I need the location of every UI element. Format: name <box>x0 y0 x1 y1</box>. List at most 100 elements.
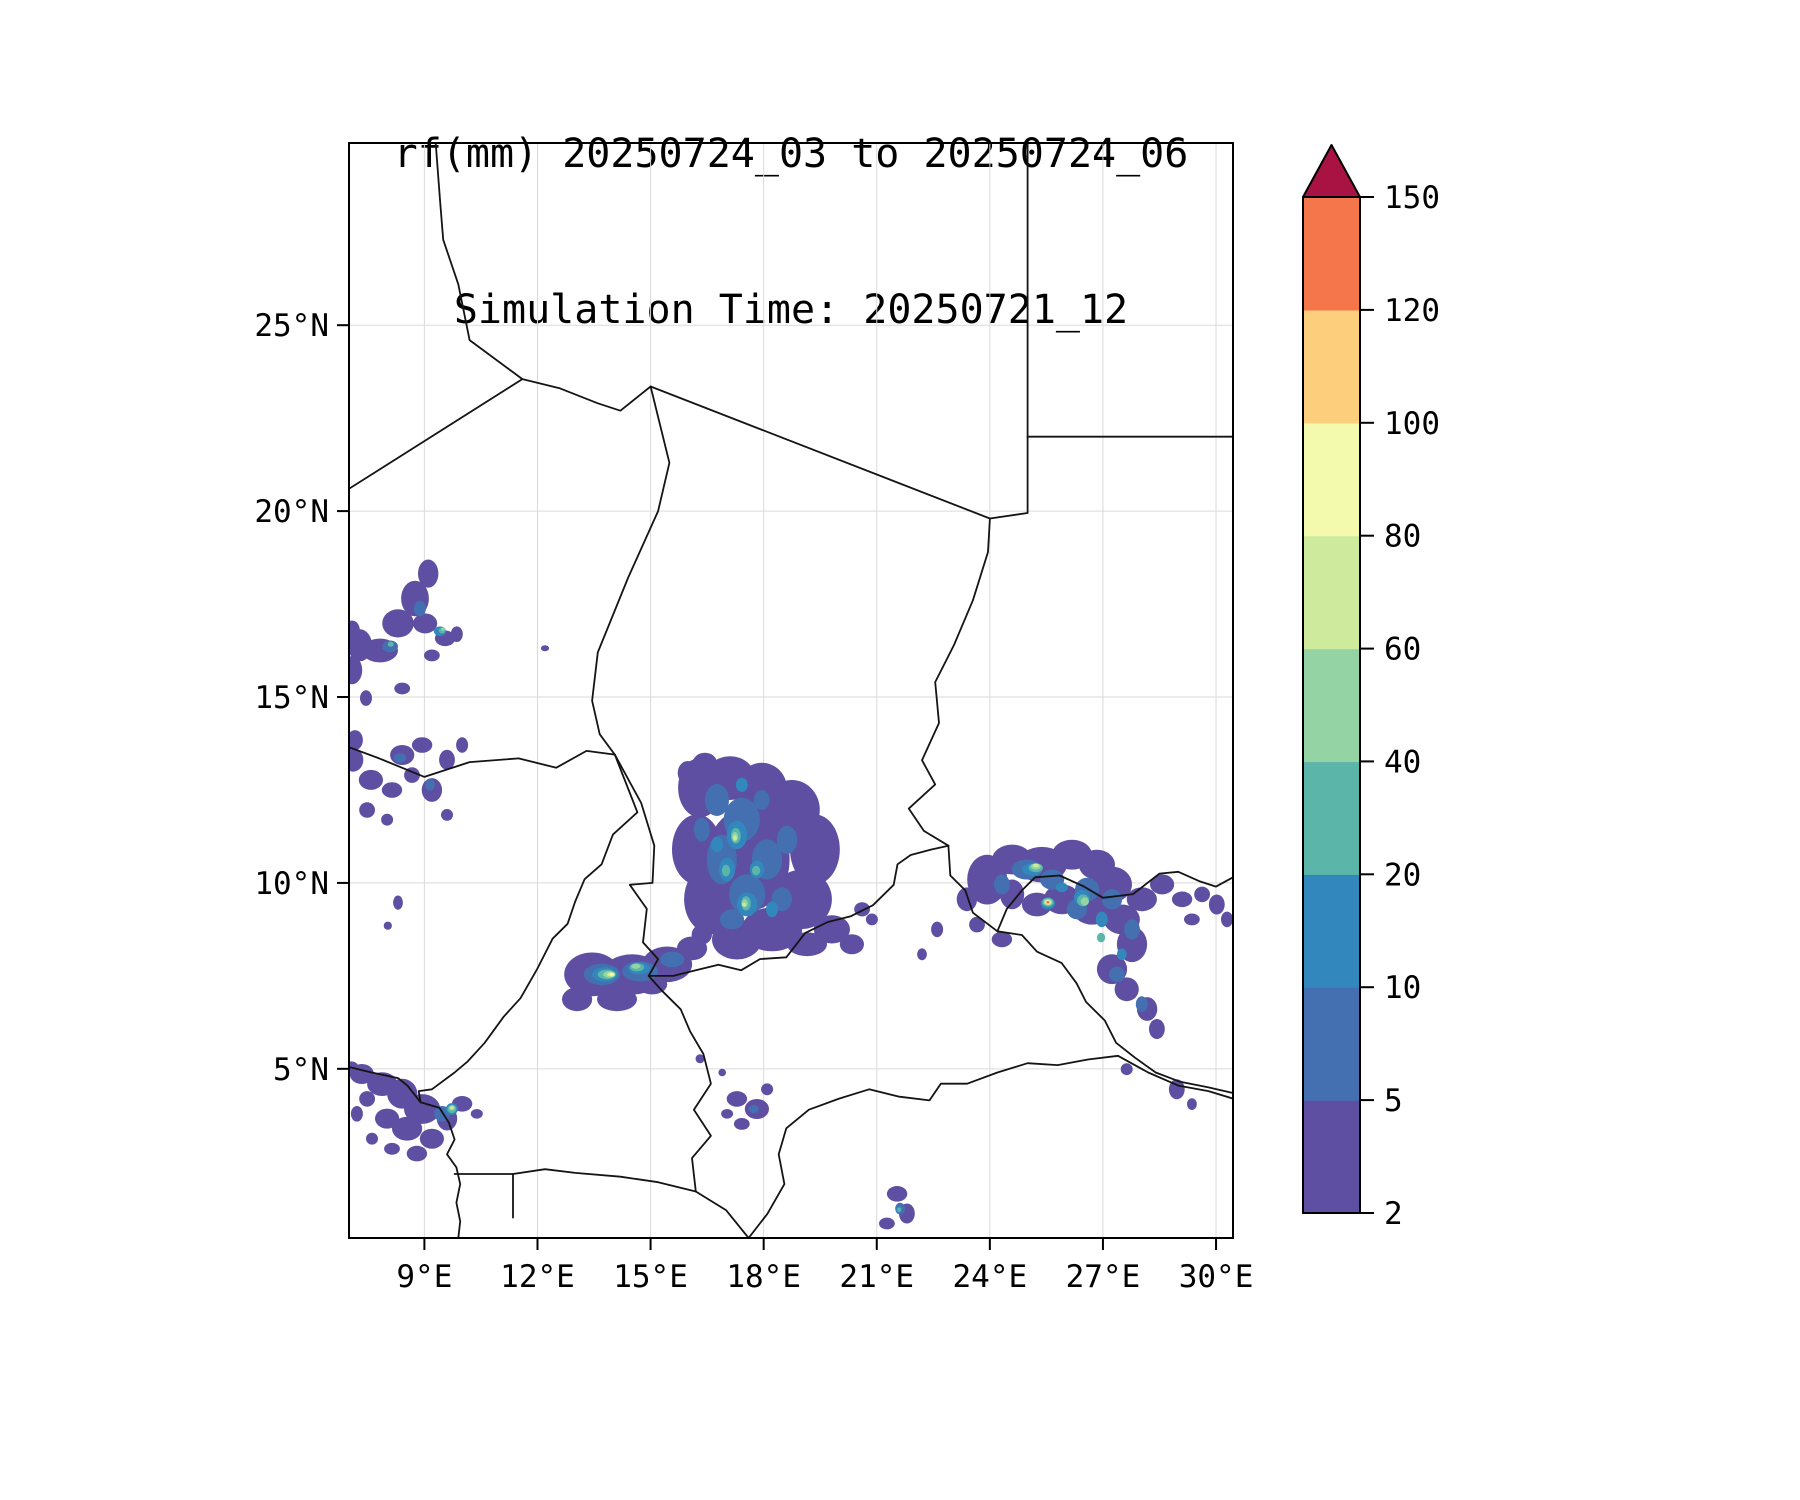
rain-cell <box>562 987 593 1012</box>
border-line <box>694 1190 750 1238</box>
rain-cell <box>366 1132 378 1145</box>
rain-cell <box>1055 882 1068 893</box>
rain-cell <box>375 1108 400 1129</box>
x-tick-label: 18°E <box>726 1259 801 1295</box>
x-tick-label: 24°E <box>953 1259 1028 1295</box>
rain-cell <box>413 600 426 617</box>
rain-cell <box>404 767 420 783</box>
border-line <box>989 435 1029 520</box>
colorbar: 2 5 10 20 40 60 80 100 120 150 <box>1302 144 1440 1232</box>
rain-cell <box>1032 863 1039 868</box>
x-tick-label: 9°E <box>396 1259 452 1295</box>
colorbar-tick-label: 20 <box>1384 857 1421 893</box>
rain-cell <box>349 730 363 751</box>
colorbar-segment <box>1303 1100 1360 1214</box>
rain-cell <box>693 817 710 842</box>
rain-cell <box>969 916 985 933</box>
map-frame-rect <box>348 142 1234 1239</box>
rain-cell <box>721 864 731 877</box>
x-tick-label: 12°E <box>500 1259 575 1295</box>
rain-cell <box>359 1091 375 1107</box>
country-borders <box>349 143 1233 1238</box>
rain-cell <box>349 656 363 685</box>
rain-cell <box>695 1054 705 1064</box>
rainfall-contours <box>349 559 1233 1230</box>
rain-cell <box>733 1118 750 1130</box>
rain-cell <box>381 782 403 798</box>
rain-cell <box>726 1091 748 1107</box>
map-gridlines <box>349 143 1233 1238</box>
rain-cell <box>719 909 745 930</box>
rain-cell <box>350 1106 363 1122</box>
rain-cell <box>742 902 746 907</box>
rain-cell <box>691 924 712 945</box>
border-line <box>647 975 712 1193</box>
rain-cell <box>1149 1019 1165 1039</box>
rain-cell <box>441 809 453 821</box>
rain-cell <box>1126 887 1157 912</box>
border-line <box>947 844 1233 1094</box>
border-line <box>907 517 991 847</box>
rain-cell <box>456 737 469 753</box>
colorbar-tick-label: 10 <box>1384 970 1421 1006</box>
rain-cell <box>411 737 433 753</box>
colorbar-outline <box>1302 196 1361 1214</box>
rain-cell <box>439 749 455 770</box>
x-tick-label: 27°E <box>1066 1259 1141 1295</box>
colorbar-tick-label: 60 <box>1384 632 1421 668</box>
rain-cell <box>441 627 445 631</box>
rain-cell <box>450 1106 454 1110</box>
rain-cell <box>424 649 440 662</box>
colorbar-segment <box>1303 197 1360 311</box>
rain-cell <box>406 1145 428 1162</box>
rain-cell <box>692 752 718 773</box>
rain-cell <box>383 921 392 930</box>
rain-cell <box>384 1142 400 1155</box>
rain-cell <box>393 753 406 763</box>
rain-cell <box>470 1109 483 1119</box>
rain-cell <box>1208 894 1225 915</box>
rain-cell <box>897 1207 901 1212</box>
rain-cell <box>631 963 641 969</box>
rain-cell <box>413 613 438 634</box>
y-tick-label: 5°N <box>273 1052 329 1088</box>
rain-cell <box>359 802 375 818</box>
rain-cell <box>404 1094 441 1124</box>
rain-cell <box>425 778 435 791</box>
colorbar-segment <box>1303 648 1360 763</box>
rain-cell <box>1109 966 1125 983</box>
y-tick-label: 10°N <box>254 866 329 902</box>
x-tick-label: 30°E <box>1179 1259 1254 1295</box>
border-line <box>512 1168 697 1193</box>
colorbar-tick-label: 80 <box>1384 519 1421 555</box>
map-frame <box>348 142 1234 1239</box>
rain-cell <box>1116 948 1127 961</box>
rain-cell <box>917 948 927 961</box>
y-tick-label: 15°N <box>254 680 329 716</box>
rain-cell <box>1080 897 1089 906</box>
rain-cell <box>753 790 770 810</box>
border-line <box>647 844 950 977</box>
rain-cell <box>450 626 463 642</box>
colorbar-segment <box>1303 874 1360 988</box>
colorbar-tick-label: 150 <box>1384 180 1440 216</box>
rain-cell <box>394 682 411 695</box>
x-tick-label: 21°E <box>839 1259 914 1295</box>
border-line <box>349 378 524 490</box>
rain-cell <box>721 1109 734 1119</box>
rain-cell <box>710 836 723 853</box>
rain-cell <box>382 609 414 638</box>
rain-cell <box>718 1068 726 1077</box>
rain-cell <box>387 641 394 647</box>
rain-cell <box>865 913 878 926</box>
rain-cell <box>360 690 372 706</box>
rain-cell <box>886 1186 908 1202</box>
rain-cell <box>776 825 798 854</box>
rain-cell <box>418 559 439 588</box>
border-line <box>747 1054 1233 1238</box>
chart-title-line1: rf(mm) 20250724_03 to 20250724_06 <box>393 131 1189 177</box>
rain-cell <box>879 1217 895 1230</box>
rain-cell <box>540 645 550 652</box>
rain-cell <box>677 761 699 785</box>
